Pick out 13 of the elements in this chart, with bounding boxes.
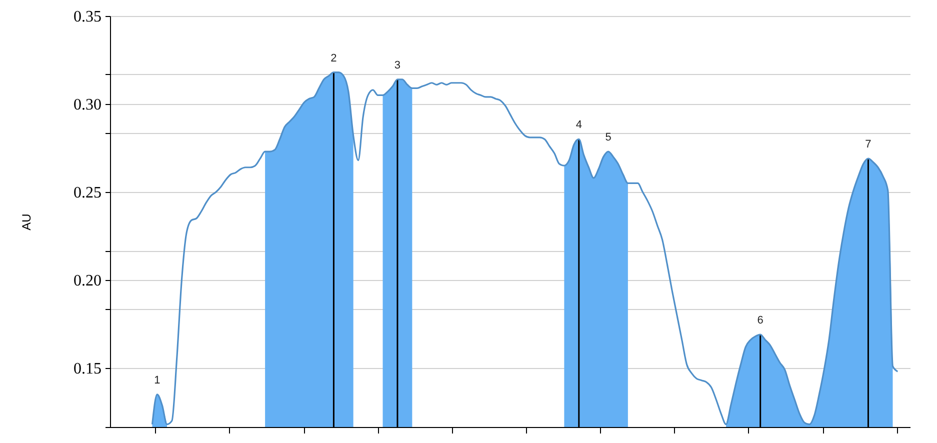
annotation: 5: [605, 132, 612, 144]
y-tick-label: 0.25: [74, 184, 102, 202]
annotation: 1: [154, 374, 160, 386]
y-axis-title: AU: [20, 214, 34, 230]
y-tick-label: 0.15: [74, 360, 102, 378]
annotation: 2: [330, 52, 337, 64]
y-tick-label: 0.30: [74, 96, 102, 114]
annotation: 4: [576, 119, 582, 132]
annotation: 3: [394, 59, 401, 72]
annotation: 7: [865, 138, 872, 151]
annotation: 6: [757, 314, 764, 327]
y-tick-label: 0.35: [74, 8, 102, 26]
y-tick-label: 0.20: [74, 272, 102, 290]
